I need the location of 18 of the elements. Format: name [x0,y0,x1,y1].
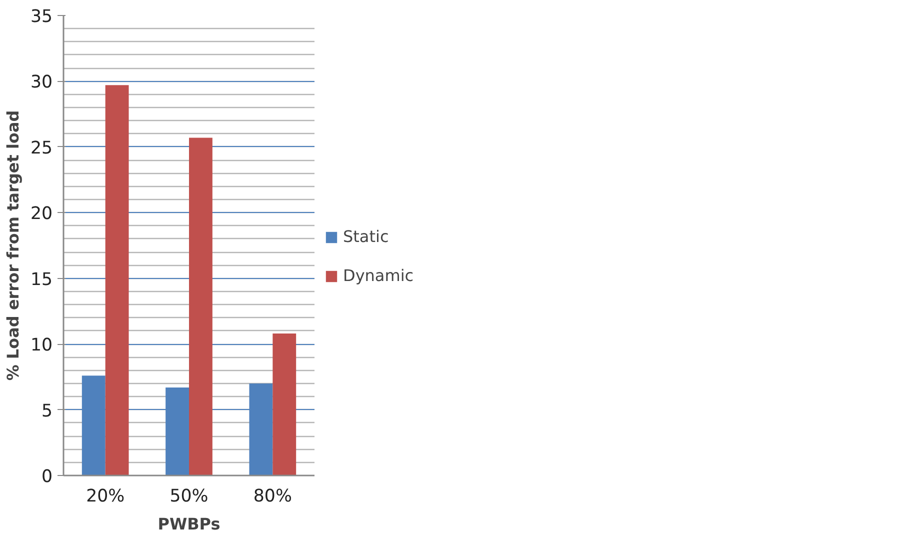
x-tick-label: 80% [253,486,292,506]
x-axis-title: PWBPs [158,514,220,534]
y-tick-label: 10 [30,336,53,356]
y-tick-label: 25 [30,138,53,158]
bar [272,334,296,476]
x-tick-label: 50% [170,486,208,506]
y-tick-label: 30 [30,72,53,93]
legend-label: Dynamic [343,266,414,285]
y-tick-label: 15 [30,270,53,290]
x-tick-label: 20% [86,486,125,506]
legend-label: Static [343,227,389,246]
y-axis-title: % Load error from target load [3,110,22,381]
bar [105,85,129,476]
y-tick-label: 5 [41,401,53,422]
y-tick-label: 20 [30,204,53,224]
y-tick-label: 0 [41,467,53,487]
bar [189,138,212,476]
y-tick-label: 35 [30,7,53,27]
